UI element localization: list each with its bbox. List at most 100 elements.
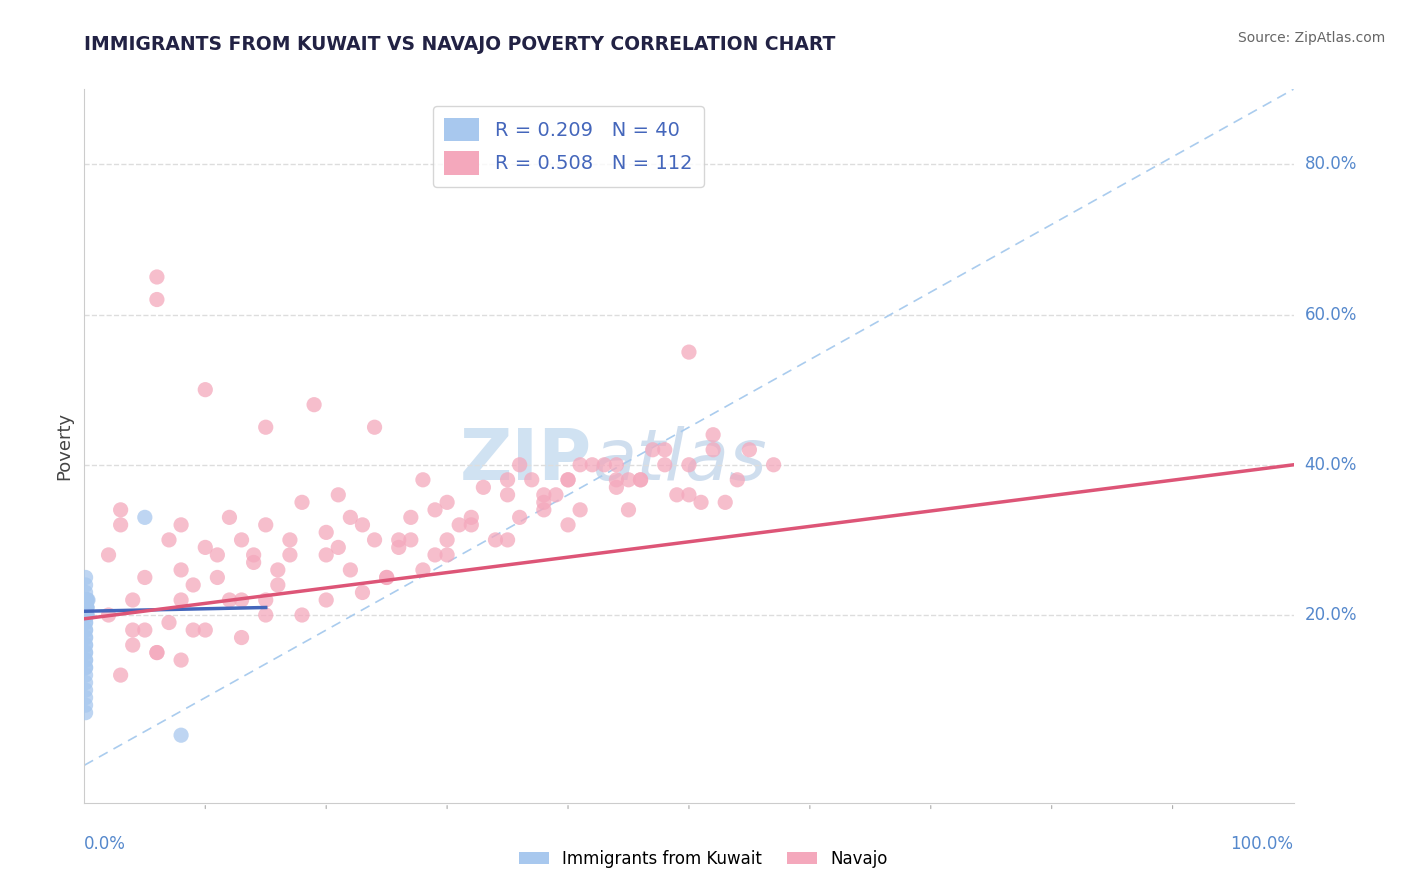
Text: 20.0%: 20.0% [1305, 606, 1357, 624]
Point [254, 607, 277, 622]
Point [423, 548, 446, 562]
Point [605, 458, 627, 472]
Point [520, 473, 543, 487]
Point [278, 548, 301, 562]
Point [181, 623, 204, 637]
Point [75, 653, 97, 667]
Point [449, 517, 471, 532]
Point [352, 585, 374, 599]
Text: ZIP: ZIP [460, 425, 592, 495]
Point [77, 593, 100, 607]
Point [702, 442, 724, 457]
Point [423, 503, 446, 517]
Point [75, 660, 97, 674]
Point [278, 533, 301, 547]
Point [328, 488, 350, 502]
Point [75, 675, 97, 690]
Point [593, 458, 616, 472]
Point [472, 480, 495, 494]
Text: 60.0%: 60.0% [1305, 306, 1357, 324]
Point [254, 517, 277, 532]
Point [605, 480, 627, 494]
Point [97, 607, 120, 622]
Point [315, 593, 337, 607]
Point [714, 495, 737, 509]
Point [218, 593, 240, 607]
Point [267, 578, 290, 592]
Point [654, 442, 676, 457]
Point [254, 420, 277, 434]
Point [231, 533, 253, 547]
Point [110, 503, 132, 517]
Point [75, 638, 97, 652]
Point [75, 668, 97, 682]
Point [725, 473, 748, 487]
Point [388, 533, 411, 547]
Point [75, 593, 97, 607]
Point [75, 706, 97, 720]
Point [654, 458, 676, 472]
Point [157, 533, 180, 547]
Point [641, 442, 664, 457]
Point [157, 615, 180, 630]
Point [460, 517, 482, 532]
Point [544, 488, 567, 502]
Point [207, 570, 229, 584]
Point [218, 510, 240, 524]
Point [76, 600, 98, 615]
Point [678, 345, 700, 359]
Point [509, 510, 531, 524]
Point [702, 427, 724, 442]
Point [630, 473, 652, 487]
Point [146, 646, 169, 660]
Point [75, 631, 97, 645]
Point [242, 556, 264, 570]
Point [75, 607, 97, 622]
Text: atlas: atlas [592, 425, 766, 495]
Point [678, 488, 700, 502]
Point [388, 541, 411, 555]
Point [617, 503, 640, 517]
Point [170, 593, 193, 607]
Point [557, 473, 579, 487]
Point [375, 570, 398, 584]
Point [194, 541, 217, 555]
Point [75, 638, 97, 652]
Point [496, 473, 519, 487]
Point [75, 646, 97, 660]
Point [76, 607, 98, 622]
Point [375, 570, 398, 584]
Point [399, 533, 422, 547]
Point [231, 631, 253, 645]
Point [146, 293, 169, 307]
Point [75, 585, 97, 599]
Point [170, 653, 193, 667]
Point [76, 600, 98, 615]
Point [76, 600, 98, 615]
Point [75, 646, 97, 660]
Point [315, 548, 337, 562]
Point [75, 653, 97, 667]
Point [134, 510, 156, 524]
Point [207, 548, 229, 562]
Point [75, 570, 97, 584]
Point [97, 548, 120, 562]
Point [134, 623, 156, 637]
Point [146, 270, 169, 285]
Point [181, 578, 204, 592]
Point [242, 548, 264, 562]
Point [436, 495, 458, 509]
Point [339, 510, 361, 524]
Point [581, 458, 603, 472]
Point [496, 533, 519, 547]
Point [533, 503, 555, 517]
Point [76, 600, 98, 615]
Text: 40.0%: 40.0% [1305, 456, 1357, 474]
Point [436, 533, 458, 547]
Point [678, 458, 700, 472]
Point [76, 607, 98, 622]
Point [533, 495, 555, 509]
Point [569, 458, 592, 472]
Point [170, 728, 193, 742]
Point [75, 615, 97, 630]
